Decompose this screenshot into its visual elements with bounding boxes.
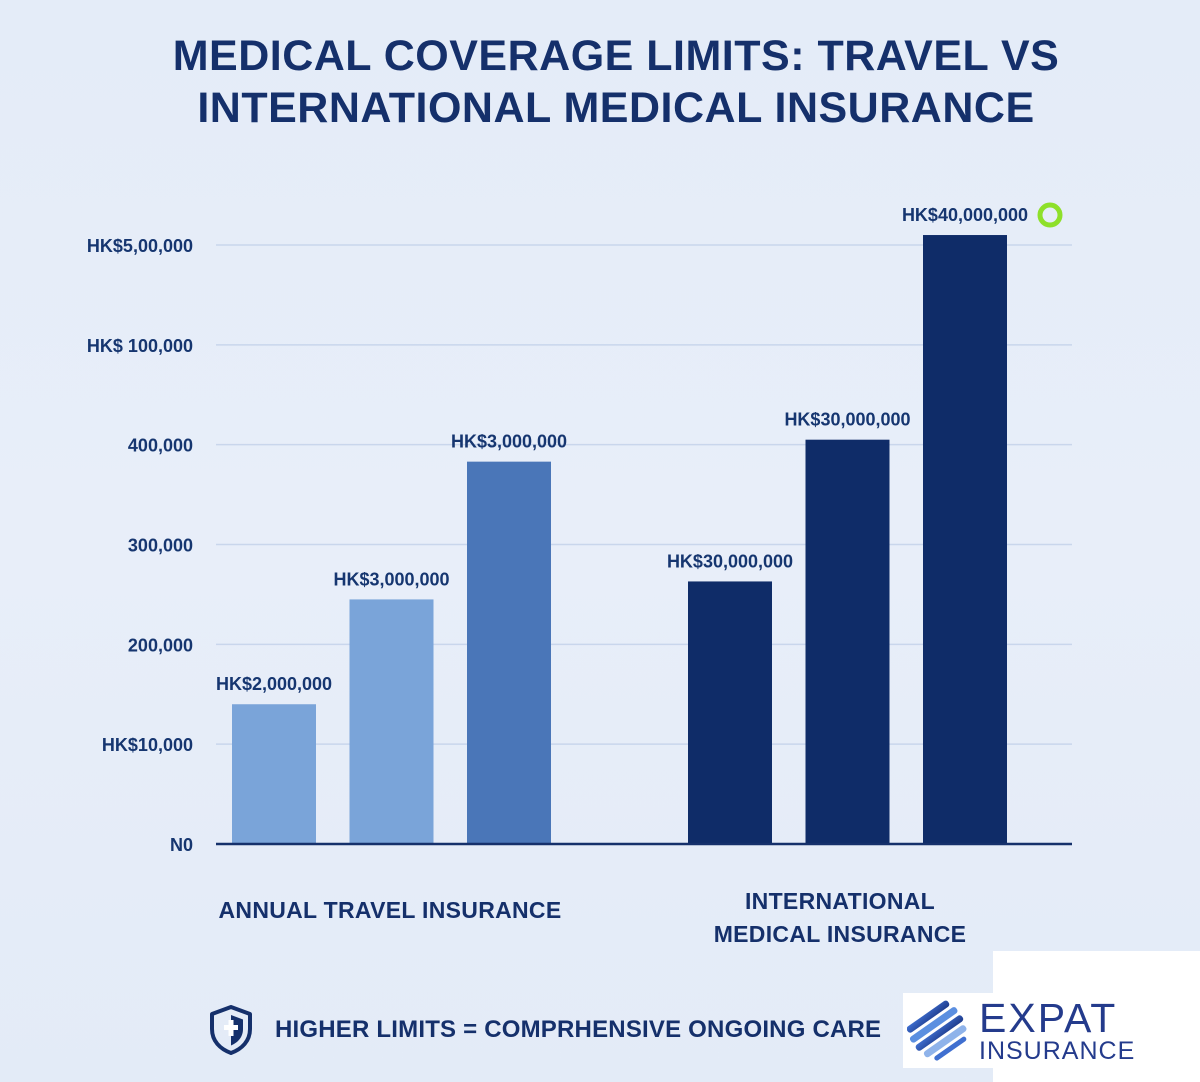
data-label: HK$40,000,000 (902, 205, 1028, 225)
category-label-line: INTERNATIONAL (744, 888, 935, 914)
chart-title: MEDICAL COVERAGE LIMITS: TRAVEL VS INTER… (0, 30, 1200, 134)
bar (232, 704, 316, 844)
y-tick-label: HK$5,00,000 (87, 236, 193, 256)
expat-insurance-logo: EXPAT INSURANCE (903, 993, 1183, 1068)
bar (805, 439, 890, 844)
shield-plus-icon (210, 1005, 252, 1055)
y-tick-label: N0 (170, 835, 193, 855)
logo-word-insurance: INSURANCE (979, 1036, 1136, 1065)
title-line-2: INTERNATIONAL MEDICAL INSURANCE (197, 84, 1035, 132)
globe-logo-icon (907, 1000, 967, 1061)
y-tick-label: 300,000 (128, 536, 193, 556)
bar (349, 599, 434, 844)
category-label-international-medical: INTERNATIONAL MEDICAL INSURANCE (650, 885, 1030, 951)
category-label-annual-travel: ANNUAL TRAVEL INSURANCE (190, 894, 590, 927)
data-label: HK$3,000,000 (333, 569, 449, 589)
data-label: HK$30,000,000 (667, 551, 793, 571)
footer-text: HIGHER LIMITS = COMPRHENSIVE ONGOING CAR… (275, 1016, 882, 1043)
y-tick-label: 200,000 (128, 635, 193, 655)
category-label-line: ANNUAL TRAVEL INSURANCE (218, 897, 562, 923)
bar (467, 461, 551, 844)
title-line-1: MEDICAL COVERAGE LIMITS: TRAVEL VS (172, 32, 1060, 80)
bar (923, 235, 1007, 845)
data-label: HK$3,000,000 (451, 432, 567, 452)
data-label: HK$30,000,000 (784, 410, 910, 430)
logo-word-expat: EXPAT (979, 994, 1118, 1041)
y-tick-label: HK$10,000 (102, 735, 193, 755)
highlight-marker (1037, 202, 1063, 228)
data-label: HK$2,000,000 (216, 674, 332, 694)
y-tick-label: 400,000 (128, 436, 193, 456)
footer-callout: HIGHER LIMITS = COMPRHENSIVE ONGOING CAR… (207, 1005, 881, 1055)
category-label-line: MEDICAL INSURANCE (713, 921, 967, 947)
bar (688, 581, 772, 844)
y-tick-label: HK$ 100,000 (87, 336, 193, 356)
